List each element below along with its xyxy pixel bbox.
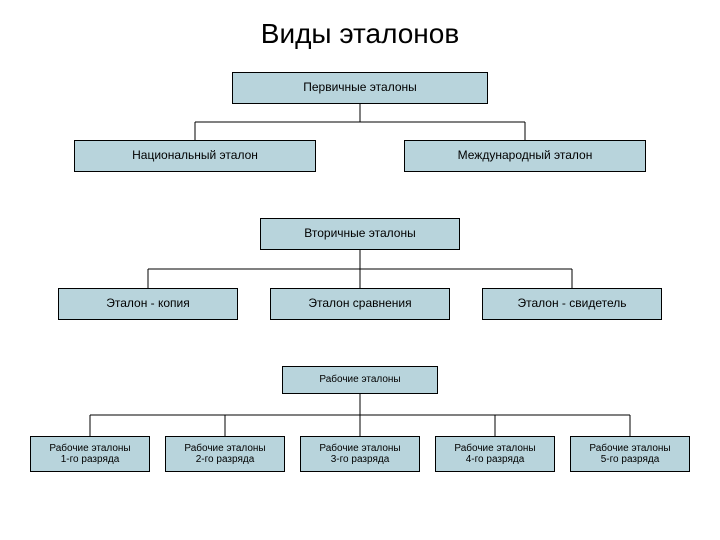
- diagram-canvas: Виды эталонов Первичные эталоны Националь…: [0, 0, 720, 540]
- node-w1: Рабочие эталоны 1-го разряда: [30, 436, 150, 472]
- node-compare: Эталон сравнения: [270, 288, 450, 320]
- node-primary: Первичные эталоны: [232, 72, 488, 104]
- node-international: Международный эталон: [404, 140, 646, 172]
- node-national: Национальный эталон: [74, 140, 316, 172]
- node-secondary: Вторичные эталоны: [260, 218, 460, 250]
- node-label: Вторичные эталоны: [304, 227, 416, 241]
- node-label: Рабочие эталоны 4-го разряда: [454, 443, 535, 466]
- node-label: Национальный эталон: [132, 149, 258, 163]
- node-w4: Рабочие эталоны 4-го разряда: [435, 436, 555, 472]
- node-witness: Эталон - свидетель: [482, 288, 662, 320]
- node-label: Первичные эталоны: [303, 81, 417, 95]
- node-label: Эталон - копия: [106, 297, 190, 311]
- node-label: Рабочие эталоны 2-го разряда: [184, 443, 265, 466]
- node-w2: Рабочие эталоны 2-го разряда: [165, 436, 285, 472]
- node-w3: Рабочие эталоны 3-го разряда: [300, 436, 420, 472]
- node-label: Рабочие эталоны: [319, 374, 400, 386]
- node-label: Рабочие эталоны 3-го разряда: [319, 443, 400, 466]
- node-label: Эталон - свидетель: [517, 297, 626, 311]
- node-working: Рабочие эталоны: [282, 366, 438, 394]
- node-label: Рабочие эталоны 5-го разряда: [589, 443, 670, 466]
- node-label: Международный эталон: [458, 149, 593, 163]
- node-label: Рабочие эталоны 1-го разряда: [49, 443, 130, 466]
- node-label: Эталон сравнения: [308, 297, 411, 311]
- node-w5: Рабочие эталоны 5-го разряда: [570, 436, 690, 472]
- page-title: Виды эталонов: [0, 18, 720, 50]
- node-copy: Эталон - копия: [58, 288, 238, 320]
